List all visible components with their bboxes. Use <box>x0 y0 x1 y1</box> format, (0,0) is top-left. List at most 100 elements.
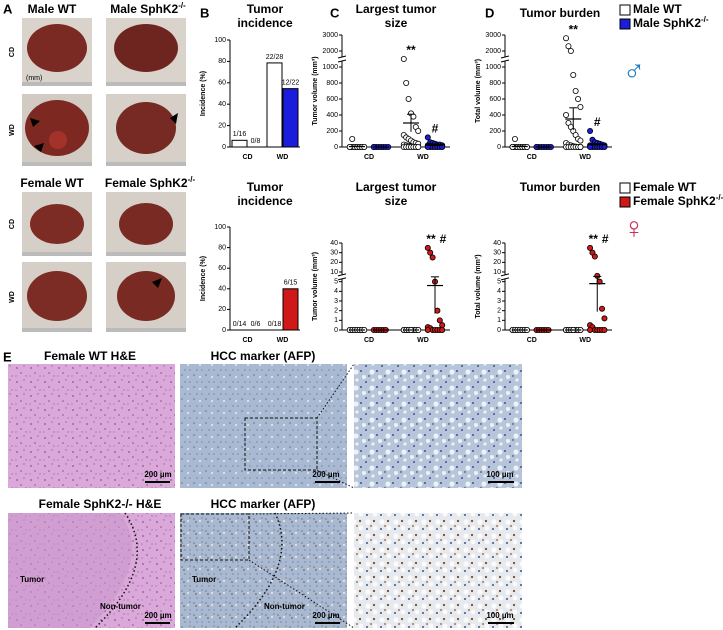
legend-sup: -/- <box>701 15 709 24</box>
data-point <box>415 127 422 134</box>
data-point <box>424 244 431 251</box>
data-point <box>587 244 594 251</box>
x-tick-label: WD <box>277 337 289 344</box>
y-tick-label: 3 <box>497 298 501 305</box>
value-label: 6/15 <box>284 280 298 287</box>
decoration <box>354 364 522 488</box>
y-tick-label: 10 <box>330 269 338 276</box>
decoration <box>106 82 186 86</box>
axis-break-mark <box>337 59 347 63</box>
decoration <box>248 512 355 515</box>
label: -/- <box>178 1 186 10</box>
bar <box>282 88 299 148</box>
annotation: ** <box>426 232 436 246</box>
label: 100 µm <box>486 611 513 620</box>
data-point <box>577 143 584 150</box>
decoration <box>117 271 175 321</box>
y-tick-label: 600 <box>489 96 501 103</box>
x-tick-label: CD <box>364 154 374 161</box>
legend-swatch <box>619 196 631 208</box>
data-point <box>587 326 594 333</box>
x-tick-label: WD <box>277 154 289 161</box>
bar <box>231 139 248 148</box>
y-tick-label: 40 <box>218 101 226 108</box>
photos-female <box>22 192 186 332</box>
label: 200 µm <box>312 611 339 620</box>
annotation: ** <box>589 232 599 246</box>
chart-title: Largest tumor <box>356 2 437 16</box>
label: E <box>3 349 12 364</box>
panel-letter: B <box>200 5 209 20</box>
y-tick-label: 3 <box>334 298 338 305</box>
data-point <box>403 80 410 87</box>
legend-text: Male WT <box>633 2 682 16</box>
label: Male WT <box>28 2 77 16</box>
data-point <box>575 96 582 103</box>
decoration: Female WT <box>20 176 84 190</box>
y-tick-label: 2 <box>334 308 338 315</box>
legend-swatch <box>619 4 631 16</box>
label: Non-tumor <box>100 602 141 611</box>
label: Female WT <box>20 176 84 190</box>
data-point <box>424 134 431 141</box>
label: Female SphK2-/- H&E <box>39 497 162 511</box>
axis-break-mark <box>337 277 347 281</box>
decoration <box>8 513 133 628</box>
y-tick-label: 10 <box>493 269 501 276</box>
y-axis-label: Tumor volume (mm³) <box>312 252 319 321</box>
decoration <box>316 363 355 419</box>
value-label: 0/6 <box>251 321 261 328</box>
annotation: # <box>440 232 447 246</box>
y-axis-label: Total volume (mm³) <box>475 254 482 318</box>
decoration <box>25 100 89 156</box>
y-tick-label: 800 <box>326 80 338 87</box>
value-label: 12/22 <box>282 79 300 86</box>
y-tick-label: 80 <box>218 244 226 251</box>
legend-label: Female SphK2-/- <box>633 193 723 208</box>
data-point <box>511 135 518 142</box>
data-point <box>439 322 446 329</box>
y-tick-label: 3000 <box>322 32 338 39</box>
y-tick-label: 30 <box>493 250 501 257</box>
label: -/- <box>188 175 196 184</box>
annotation: ** <box>406 43 416 57</box>
y-tick-label: 1 <box>334 317 338 324</box>
y-tick-label: 20 <box>218 306 226 313</box>
axis-break-mark <box>500 59 510 63</box>
chart-title: incidence <box>237 16 293 30</box>
y-tick-label: 600 <box>326 96 338 103</box>
axis-break <box>338 57 346 61</box>
y-tick-label: 4 <box>497 288 501 295</box>
data-point <box>565 43 572 50</box>
sex-symbol: ♀ <box>623 212 646 245</box>
y-tick-label: 100 <box>214 37 226 44</box>
y-tick-label: 5 <box>334 279 338 286</box>
y-tick-label: 2000 <box>485 48 501 55</box>
micrographs-row-1 <box>8 363 522 489</box>
data-point <box>567 48 574 55</box>
x-tick-label: WD <box>579 337 591 344</box>
y-tick-label: 40 <box>218 286 226 293</box>
axis-break <box>338 274 346 279</box>
legend-text: Female WT <box>633 180 697 194</box>
y-axis-label: Total volume (mm³) <box>475 59 482 123</box>
data-point <box>349 135 356 142</box>
data-point <box>424 326 431 333</box>
data-point <box>563 35 570 42</box>
decoration <box>94 512 138 629</box>
decoration <box>30 204 84 244</box>
data-point <box>601 326 608 333</box>
x-tick-label: CD <box>364 337 374 344</box>
label: HCC marker (AFP) <box>211 497 316 511</box>
x-tick-label: WD <box>417 154 429 161</box>
label: Female SphK2 <box>105 176 188 190</box>
data-point <box>410 113 417 120</box>
y-axis-label: Tumor volume (mm³) <box>312 56 319 125</box>
photos-male <box>22 18 186 166</box>
panel-letter: C <box>330 5 340 20</box>
data-point <box>591 253 598 260</box>
y-tick-label: 30 <box>330 250 338 257</box>
label: CD <box>9 219 16 229</box>
